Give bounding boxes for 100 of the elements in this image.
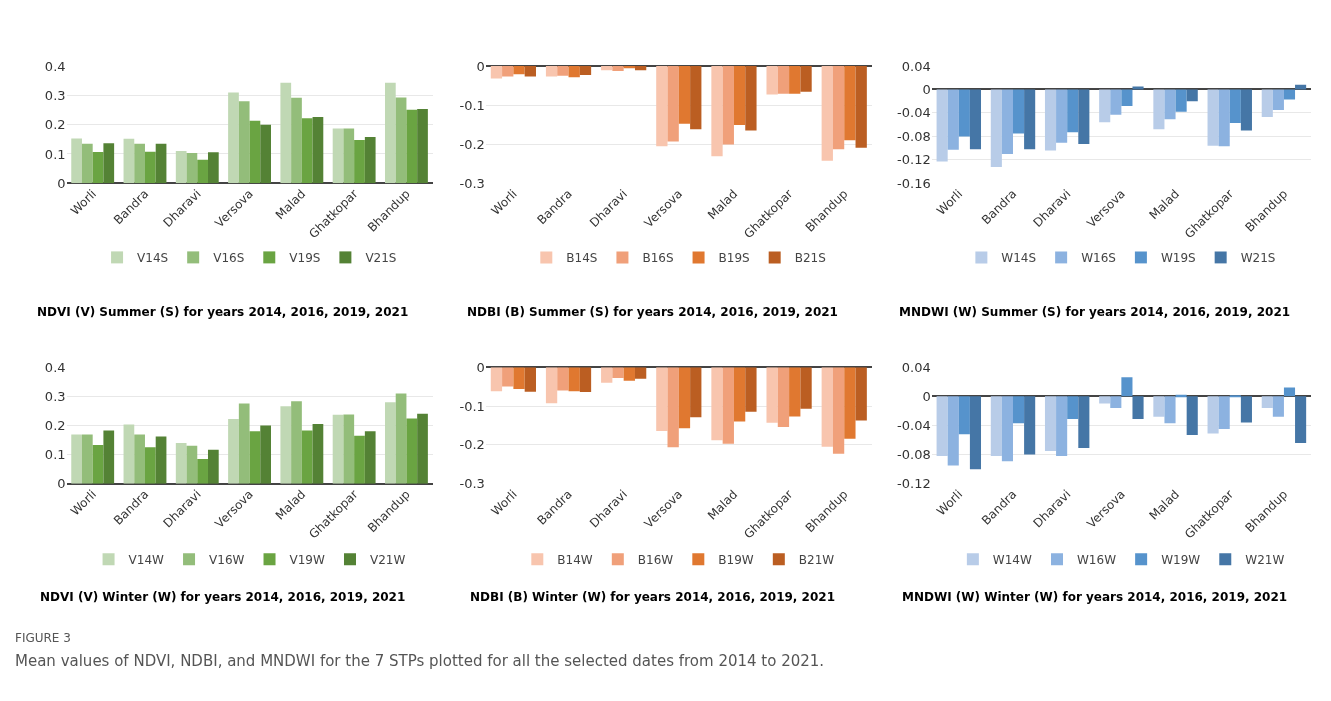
- y-tick-label: 0: [922, 82, 931, 98]
- y-tick-label: 0.1: [44, 146, 66, 162]
- bar: [1153, 396, 1165, 417]
- bar: [364, 136, 376, 184]
- y-tick-label: 0.4: [44, 359, 66, 375]
- text: NDVI (V) Summer (S) for years 2014, 2016, 2019, 2021: [37, 305, 409, 319]
- y-tick-label: 0.3: [44, 388, 66, 404]
- bar: [1218, 396, 1230, 430]
- y-tick-label: 0.2: [44, 418, 66, 434]
- bar: [384, 82, 396, 184]
- legend-label: B16S: [642, 251, 674, 266]
- legend-label: V16W: [209, 552, 245, 567]
- bar: [301, 118, 313, 184]
- bar: [71, 138, 82, 184]
- y-tick-label: -0.2: [459, 136, 485, 152]
- bar: [1164, 396, 1176, 424]
- y-tick-label: -0.16: [897, 175, 931, 191]
- text: NDBI (B) Winter (W) for years 2014, 2016, 2019, 2021: [470, 590, 835, 604]
- bar: [395, 393, 407, 484]
- bar: [155, 436, 167, 484]
- bar: [280, 82, 292, 184]
- bar: [1229, 395, 1241, 398]
- y-tick-label: -0.2: [459, 437, 485, 453]
- caption: FIGURE 3: [15, 631, 71, 645]
- bar: [1121, 377, 1133, 397]
- bar: [144, 447, 156, 484]
- bar: [123, 424, 135, 484]
- bar: [1110, 396, 1122, 408]
- bar: [175, 442, 187, 484]
- legend-label: W19S: [1160, 251, 1196, 266]
- bar: [332, 414, 344, 484]
- bar: [958, 396, 970, 435]
- bar: [228, 419, 239, 484]
- y-tick-label: 0.3: [44, 87, 66, 103]
- bar: [406, 418, 418, 484]
- bar: [186, 153, 198, 184]
- bar: [238, 403, 250, 484]
- bar: [238, 101, 250, 184]
- bar: [1186, 396, 1198, 435]
- bar: [207, 152, 219, 184]
- y-tick-label: 0: [922, 388, 931, 404]
- legend-label: B19W: [718, 552, 754, 567]
- y-tick-label: 0: [476, 58, 485, 74]
- bar: [81, 143, 93, 184]
- bar: [1001, 396, 1013, 462]
- y-tick-label: 0: [476, 359, 485, 375]
- y-tick-label: -0.04: [897, 105, 931, 121]
- bar: [291, 97, 302, 184]
- y-tick-label: -0.12: [897, 476, 931, 492]
- bar: [312, 117, 324, 184]
- bar: [1240, 396, 1252, 423]
- bar: [1295, 396, 1307, 443]
- bar: [417, 109, 428, 184]
- bar: [134, 434, 145, 484]
- legend-label: W14S: [1001, 251, 1037, 266]
- y-tick-label: -0.3: [459, 175, 485, 191]
- bar: [1272, 396, 1284, 417]
- bar: [1261, 396, 1273, 408]
- bar: [81, 434, 93, 484]
- bar: [134, 143, 145, 184]
- y-tick-label: -0.08: [897, 128, 931, 144]
- y-tick-label: -0.1: [459, 97, 485, 113]
- bar: [249, 431, 261, 484]
- bar: [260, 425, 271, 484]
- bar: [947, 396, 959, 466]
- y-tick-label: -0.3: [459, 476, 485, 492]
- legend-label: V14W: [128, 552, 165, 567]
- bar: [384, 402, 396, 484]
- bar: [343, 414, 355, 484]
- bar: [1044, 396, 1057, 451]
- bar: [1024, 396, 1036, 455]
- y-tick-label: -0.12: [897, 152, 931, 168]
- text: NDVI (V) Winter (W) for years 2014, 2016, 2019, 2021: [40, 590, 406, 604]
- bar: [71, 434, 82, 484]
- legend-label: W19W: [1161, 552, 1201, 567]
- bar: [291, 401, 302, 484]
- legend-label: B21S: [794, 251, 826, 266]
- legend-label: V19W: [289, 552, 325, 567]
- bar: [332, 128, 344, 184]
- bar: [103, 430, 115, 484]
- bar: [249, 120, 261, 184]
- bar: [207, 449, 219, 484]
- y-tick-label: -0.1: [459, 398, 485, 414]
- bar: [301, 430, 313, 484]
- y-tick-label: 0.2: [44, 117, 66, 133]
- bar: [92, 151, 104, 184]
- legend-label: W14W: [992, 552, 1032, 567]
- legend-label: B14S: [566, 251, 598, 266]
- legend-label: W21S: [1240, 251, 1276, 266]
- bar: [123, 138, 135, 184]
- bar: [1283, 387, 1296, 397]
- bar: [1067, 396, 1079, 419]
- text: Mean values of NDVI, NDBI, and MNDWI for the 7 STPs plotted for all the selected dates from 2014 to 2021.: [15, 652, 825, 670]
- legend-label: V16S: [213, 251, 245, 266]
- y-tick-label: -0.04: [897, 418, 931, 434]
- legend-label: V14S: [137, 251, 169, 266]
- bar: [969, 396, 982, 470]
- text: MNDWI (W) Winter (W) for years 2014, 2016, 2019, 2021: [902, 590, 1288, 604]
- y-tick-label: 0.4: [44, 58, 66, 74]
- legend-label: W16S: [1081, 251, 1116, 266]
